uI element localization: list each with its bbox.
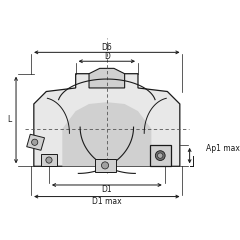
Circle shape — [46, 157, 52, 163]
Circle shape — [32, 139, 38, 145]
Polygon shape — [150, 145, 171, 166]
Text: D1: D1 — [102, 185, 112, 194]
Circle shape — [102, 162, 109, 169]
Polygon shape — [27, 134, 44, 150]
Polygon shape — [41, 154, 57, 166]
Text: D1 max: D1 max — [92, 198, 122, 206]
Text: D6: D6 — [102, 43, 112, 52]
Circle shape — [155, 151, 165, 161]
Text: D: D — [104, 52, 110, 61]
Polygon shape — [89, 68, 125, 88]
Polygon shape — [34, 74, 180, 166]
Polygon shape — [95, 159, 116, 172]
Text: L: L — [8, 115, 12, 125]
Polygon shape — [62, 102, 151, 166]
Circle shape — [158, 153, 163, 158]
Text: Ap1 max: Ap1 max — [206, 144, 240, 153]
